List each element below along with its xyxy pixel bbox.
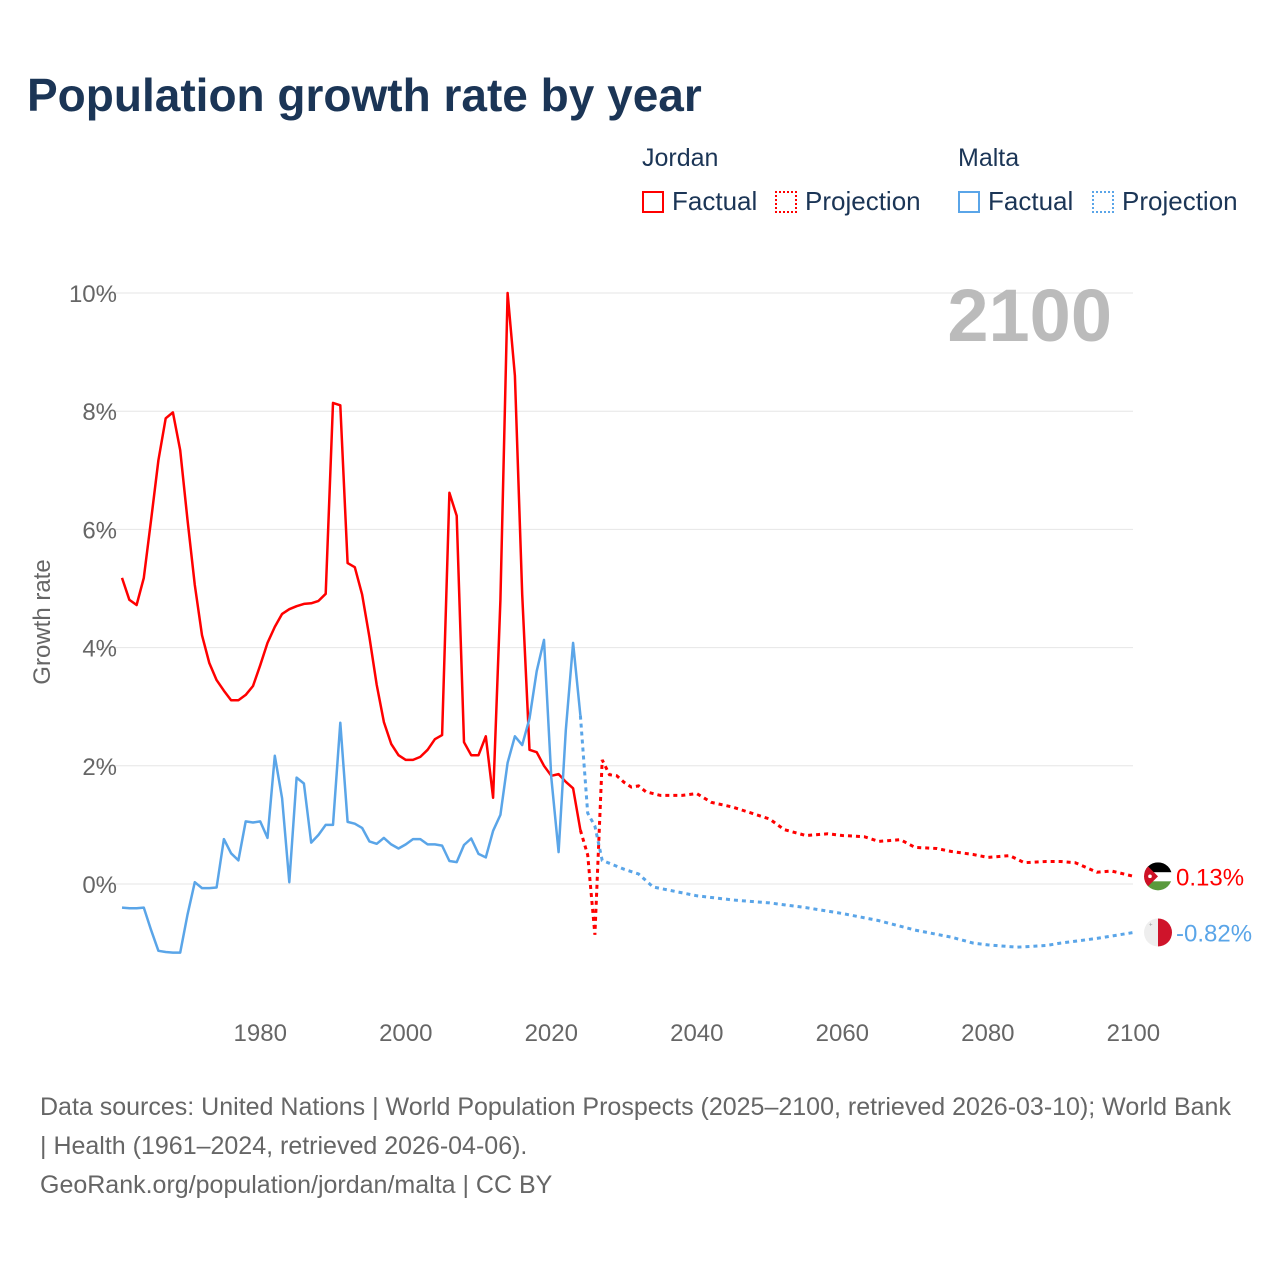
- legend-jordan-projection[interactable]: Projection: [775, 186, 921, 217]
- y-axis-label: Growth rate: [29, 559, 56, 684]
- jordan-flag-icon: [1144, 862, 1172, 891]
- page-title: Population growth rate by year: [27, 69, 702, 121]
- malta-factual-line: [121, 638, 582, 954]
- legend-label: Factual: [672, 186, 758, 216]
- legend-swatch-solid: [958, 190, 980, 213]
- year-overlay: 2100: [947, 274, 1112, 357]
- legend-swatch-solid: [642, 190, 664, 213]
- legend-group-malta: Malta: [958, 144, 1020, 172]
- legend-jordan-factual[interactable]: Factual: [642, 186, 757, 217]
- jordan-factual-line: [120, 291, 582, 831]
- legend-malta-factual[interactable]: Factual: [958, 186, 1073, 217]
- jordan-end-label: 0.13%: [1176, 864, 1244, 891]
- malta-flag-icon: +: [1144, 918, 1172, 947]
- legend-swatch-dotted: [775, 190, 797, 213]
- legend-group-jordan: Jordan: [642, 144, 719, 172]
- jordan-projection-line: [578, 759, 1134, 935]
- credit-link[interactable]: GeoRank.org/population/jordan/malta | CC…: [40, 1171, 553, 1199]
- legend-label: Projection: [1122, 186, 1238, 216]
- legend-malta-projection[interactable]: Projection: [1092, 186, 1238, 217]
- svg-text:+: +: [1149, 922, 1153, 928]
- y-tick-label: 4%: [82, 636, 117, 663]
- malta-projection-line: [578, 715, 1134, 949]
- legend-label: Projection: [805, 186, 921, 216]
- y-tick-label: 0%: [82, 872, 117, 899]
- y-tick-label: 6%: [82, 517, 117, 544]
- x-tick-label: 1980: [234, 1020, 287, 1047]
- x-tick-label: 2000: [379, 1020, 432, 1047]
- y-tick-label: 2%: [82, 754, 117, 781]
- legend-swatch-dotted: [1092, 190, 1114, 213]
- x-tick-label: 2080: [961, 1020, 1014, 1047]
- x-tick-label: 2040: [670, 1020, 723, 1047]
- x-tick-label: 2100: [1107, 1020, 1160, 1047]
- malta-end-label: -0.82%: [1176, 920, 1252, 947]
- legend-label: Factual: [988, 186, 1074, 216]
- data-sources: Data sources: United Nations | World Pop…: [40, 1093, 1231, 1160]
- y-tick-label: 10%: [69, 281, 117, 308]
- line-chart: 0% 2% 4% 6% 8% 10% 1980 2000 2020 2040 2060 2080 210…: [29, 274, 1252, 1047]
- footer: Data sources: United Nations | World Pop…: [40, 1088, 1240, 1205]
- y-tick-label: 8%: [82, 399, 117, 426]
- x-tick-label: 2060: [816, 1020, 869, 1047]
- x-tick-label: 2020: [525, 1020, 578, 1047]
